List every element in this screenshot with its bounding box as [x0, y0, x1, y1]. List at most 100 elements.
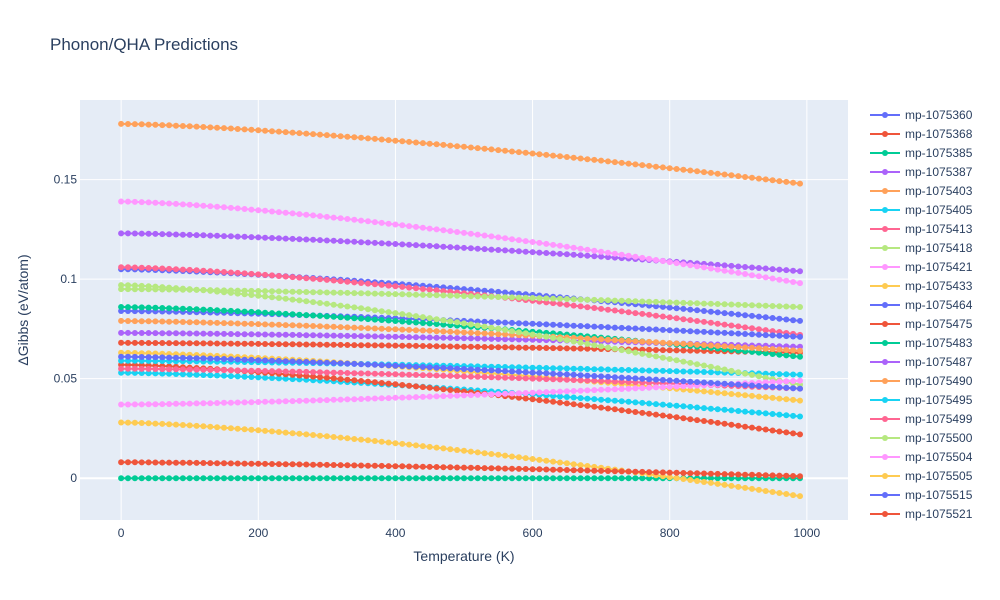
data-point [282, 273, 289, 280]
data-point [344, 370, 351, 376]
data-point [557, 345, 563, 352]
legend-item[interactable]: mp-1075405 [870, 203, 973, 217]
data-point [454, 447, 461, 453]
data-point [598, 373, 605, 380]
legend-item[interactable]: mp-1075360 [870, 108, 973, 122]
legend-item[interactable]: mp-1075490 [870, 374, 973, 388]
data-point [433, 287, 440, 294]
legend-item[interactable]: mp-1075385 [870, 146, 973, 160]
data-point [186, 366, 193, 373]
data-point [680, 476, 687, 482]
legend-item[interactable]: mp-1075421 [870, 260, 973, 274]
data-point [673, 327, 680, 334]
data-point [694, 347, 701, 354]
data-point [365, 378, 371, 385]
data-point [234, 399, 241, 406]
data-point [310, 236, 317, 243]
legend-marker [882, 131, 888, 137]
data-point [159, 265, 166, 272]
data-point [413, 442, 419, 449]
data-point [515, 394, 522, 401]
data-point [714, 380, 721, 387]
data-point [550, 365, 557, 372]
data-point [749, 302, 755, 309]
data-point [570, 394, 577, 401]
data-point [481, 330, 488, 337]
data-point [721, 406, 728, 413]
data-point [618, 324, 625, 331]
data-point [262, 271, 269, 278]
data-point [399, 283, 406, 290]
legend-item[interactable]: mp-1075504 [870, 450, 973, 464]
data-point [296, 341, 303, 348]
data-point [323, 433, 330, 440]
data-point [419, 334, 426, 341]
legend-item[interactable]: mp-1075418 [870, 241, 973, 255]
data-point [550, 335, 557, 341]
data-point [570, 365, 577, 372]
data-point [385, 439, 392, 446]
data-point [605, 405, 611, 412]
data-point [570, 302, 577, 309]
data-point [502, 465, 509, 472]
data-point [378, 136, 385, 143]
data-point [461, 366, 467, 372]
data-point [173, 400, 179, 407]
data-point [454, 373, 461, 380]
legend-item[interactable]: mp-1075433 [870, 279, 973, 293]
data-point [454, 335, 461, 342]
legend-item[interactable]: mp-1075505 [870, 469, 973, 483]
data-point [563, 243, 570, 250]
legend-item[interactable]: mp-1075500 [870, 431, 973, 445]
data-point [509, 336, 515, 343]
data-point [248, 234, 255, 241]
legend-item[interactable]: mp-1075495 [870, 393, 973, 407]
data-point [166, 330, 173, 337]
data-point [200, 287, 207, 294]
data-point [419, 314, 426, 321]
data-point [783, 491, 790, 497]
data-point [666, 368, 673, 375]
data-point [125, 419, 131, 426]
data-point [762, 327, 769, 334]
data-point [317, 341, 323, 348]
data-point [186, 371, 193, 378]
data-point [365, 370, 371, 377]
legend-item[interactable]: mp-1075483 [870, 336, 973, 350]
data-point [166, 354, 173, 361]
legend-item[interactable]: mp-1075464 [870, 298, 973, 312]
legend-item[interactable]: mp-1075521 [870, 507, 973, 521]
data-point [618, 308, 625, 315]
legend-item[interactable]: mp-1075499 [870, 412, 973, 426]
data-point [701, 328, 707, 335]
data-point [563, 371, 570, 378]
legend-item[interactable]: mp-1075475 [870, 317, 973, 331]
data-point [797, 385, 803, 392]
data-point [714, 301, 721, 307]
data-point [584, 304, 591, 311]
data-point [529, 364, 536, 371]
data-point [303, 289, 310, 295]
data-point [605, 306, 611, 313]
legend-item[interactable]: mp-1075403 [870, 184, 973, 198]
data-point [303, 312, 310, 319]
legend-item[interactable]: mp-1075515 [870, 488, 973, 502]
data-point [296, 368, 303, 375]
data-point [145, 420, 152, 427]
data-point [173, 354, 179, 361]
data-point [694, 417, 701, 424]
data-point [447, 464, 454, 471]
data-point [419, 463, 426, 470]
data-point [584, 252, 591, 259]
data-point [467, 329, 474, 336]
data-point [344, 238, 351, 245]
legend-item[interactable]: mp-1075368 [870, 127, 973, 141]
legend[interactable]: mp-1075360 mp-1075368 mp-1075385 mp-1075387… [870, 108, 973, 521]
legend-item[interactable]: mp-1075413 [870, 222, 973, 236]
data-point [543, 457, 550, 464]
data-point [543, 397, 550, 404]
legend-item[interactable]: mp-1075487 [870, 355, 973, 369]
legend-item[interactable]: mp-1075387 [870, 165, 973, 179]
data-point [515, 294, 522, 301]
data-point [262, 368, 269, 374]
